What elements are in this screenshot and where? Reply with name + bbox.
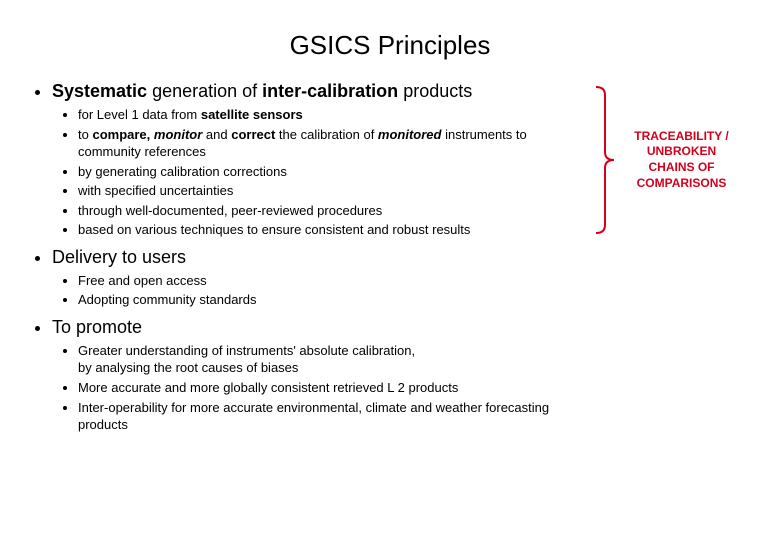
list-item: Adopting community standards [78, 291, 590, 309]
list-item: based on various techniques to ensure co… [78, 221, 590, 239]
list-item: Greater understanding of instruments' ab… [78, 342, 590, 377]
section-1: Systematic generation of inter-calibrati… [52, 81, 590, 239]
section-1-heading: Systematic generation of inter-calibrati… [52, 81, 472, 101]
slide: GSICS Principles Systematic generation o… [0, 0, 780, 540]
callout-line: TRACEABILITY / [634, 129, 728, 143]
content-row: Systematic generation of inter-calibrati… [30, 81, 750, 442]
list-item: by generating calibration corrections [78, 163, 590, 181]
section-3: To promote Greater understanding of inst… [52, 317, 590, 434]
section-2: Delivery to users Free and open access A… [52, 247, 590, 309]
section-3-items: Greater understanding of instruments' ab… [52, 342, 590, 434]
section-3-heading: To promote [52, 317, 142, 337]
section-2-heading: Delivery to users [52, 247, 186, 267]
main-column: Systematic generation of inter-calibrati… [30, 81, 590, 442]
bullet-list: Systematic generation of inter-calibrati… [30, 81, 590, 434]
list-item: with specified uncertainties [78, 182, 590, 200]
callout-line: UNBROKEN [647, 144, 716, 158]
list-item: for Level 1 data from satellite sensors [78, 106, 590, 124]
list-item: More accurate and more globally consiste… [78, 379, 590, 397]
slide-title: GSICS Principles [30, 30, 750, 61]
section-1-items: for Level 1 data from satellite sensors … [52, 106, 590, 239]
list-item: Free and open access [78, 272, 590, 290]
list-item: through well-documented, peer-reviewed p… [78, 202, 590, 220]
brace-column: TRACEABILITY / UNBROKEN CHAINS OF COMPAR… [594, 85, 739, 235]
callout-line: COMPARISONS [637, 176, 727, 190]
list-item: Inter-operability for more accurate envi… [78, 399, 590, 434]
callout-line: CHAINS OF [649, 160, 715, 174]
brace-icon [594, 85, 616, 235]
section-2-items: Free and open access Adopting community … [52, 272, 590, 309]
callout-text: TRACEABILITY / UNBROKEN CHAINS OF COMPAR… [624, 129, 739, 191]
list-item: to compare, monitor and correct the cali… [78, 126, 590, 161]
